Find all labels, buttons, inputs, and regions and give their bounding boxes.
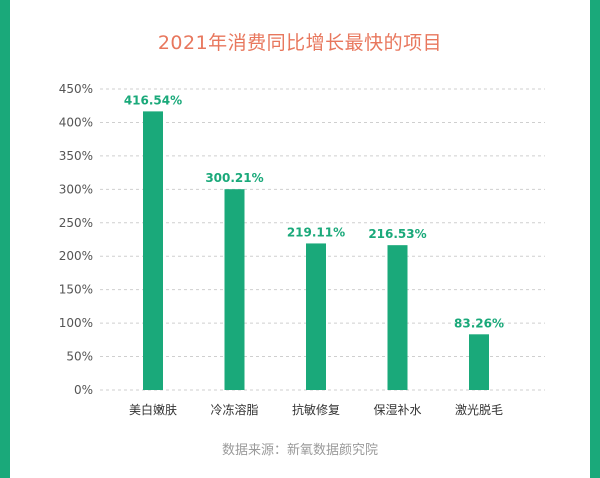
data-source-note: 数据来源：新氧数据颜究院 <box>221 443 378 458</box>
y-tick-label: 300% <box>59 182 93 196</box>
y-tick-label: 150% <box>59 283 93 297</box>
data-label-1: 300.21% <box>205 171 263 185</box>
bar-2 <box>306 243 326 390</box>
y-tick-label: 400% <box>59 115 93 129</box>
bar-3 <box>387 245 408 390</box>
bar-0 <box>143 111 163 391</box>
data-label-0: 416.54% <box>124 93 182 107</box>
data-labels: 416.54% 300.21% 219.11% 216.53% 83.26% <box>124 93 504 330</box>
category-label-4: 激光脱毛 <box>455 402 503 417</box>
y-tick-label: 250% <box>59 216 93 230</box>
y-tick-label: 50% <box>66 350 93 364</box>
y-axis-ticks: 0% 50% 100% 150% 200% 250% 300% 350% 400% 450% <box>59 82 93 397</box>
chart-title: 2021年消费同比增长最快的项目 <box>157 32 443 54</box>
data-label-3: 216.53% <box>368 227 426 241</box>
x-axis-categories: 美白嫩肤 冷冻溶脂 抗敏修复 保湿补水 激光脱毛 <box>129 402 503 417</box>
y-tick-label: 100% <box>59 316 93 330</box>
bar-1 <box>224 189 245 390</box>
y-tick-label: 200% <box>59 249 93 263</box>
data-label-2: 219.11% <box>287 225 345 239</box>
y-tick-label: 450% <box>59 82 93 96</box>
category-label-0: 美白嫩肤 <box>129 402 177 417</box>
category-label-1: 冷冻溶脂 <box>210 402 258 417</box>
bar-4 <box>469 334 489 390</box>
y-tick-label: 350% <box>59 149 93 163</box>
data-label-4: 83.26% <box>454 316 504 330</box>
category-label-2: 抗敏修复 <box>292 402 340 417</box>
category-label-3: 保湿补水 <box>373 402 421 417</box>
y-tick-label: 0% <box>74 383 93 397</box>
bars <box>143 111 489 391</box>
